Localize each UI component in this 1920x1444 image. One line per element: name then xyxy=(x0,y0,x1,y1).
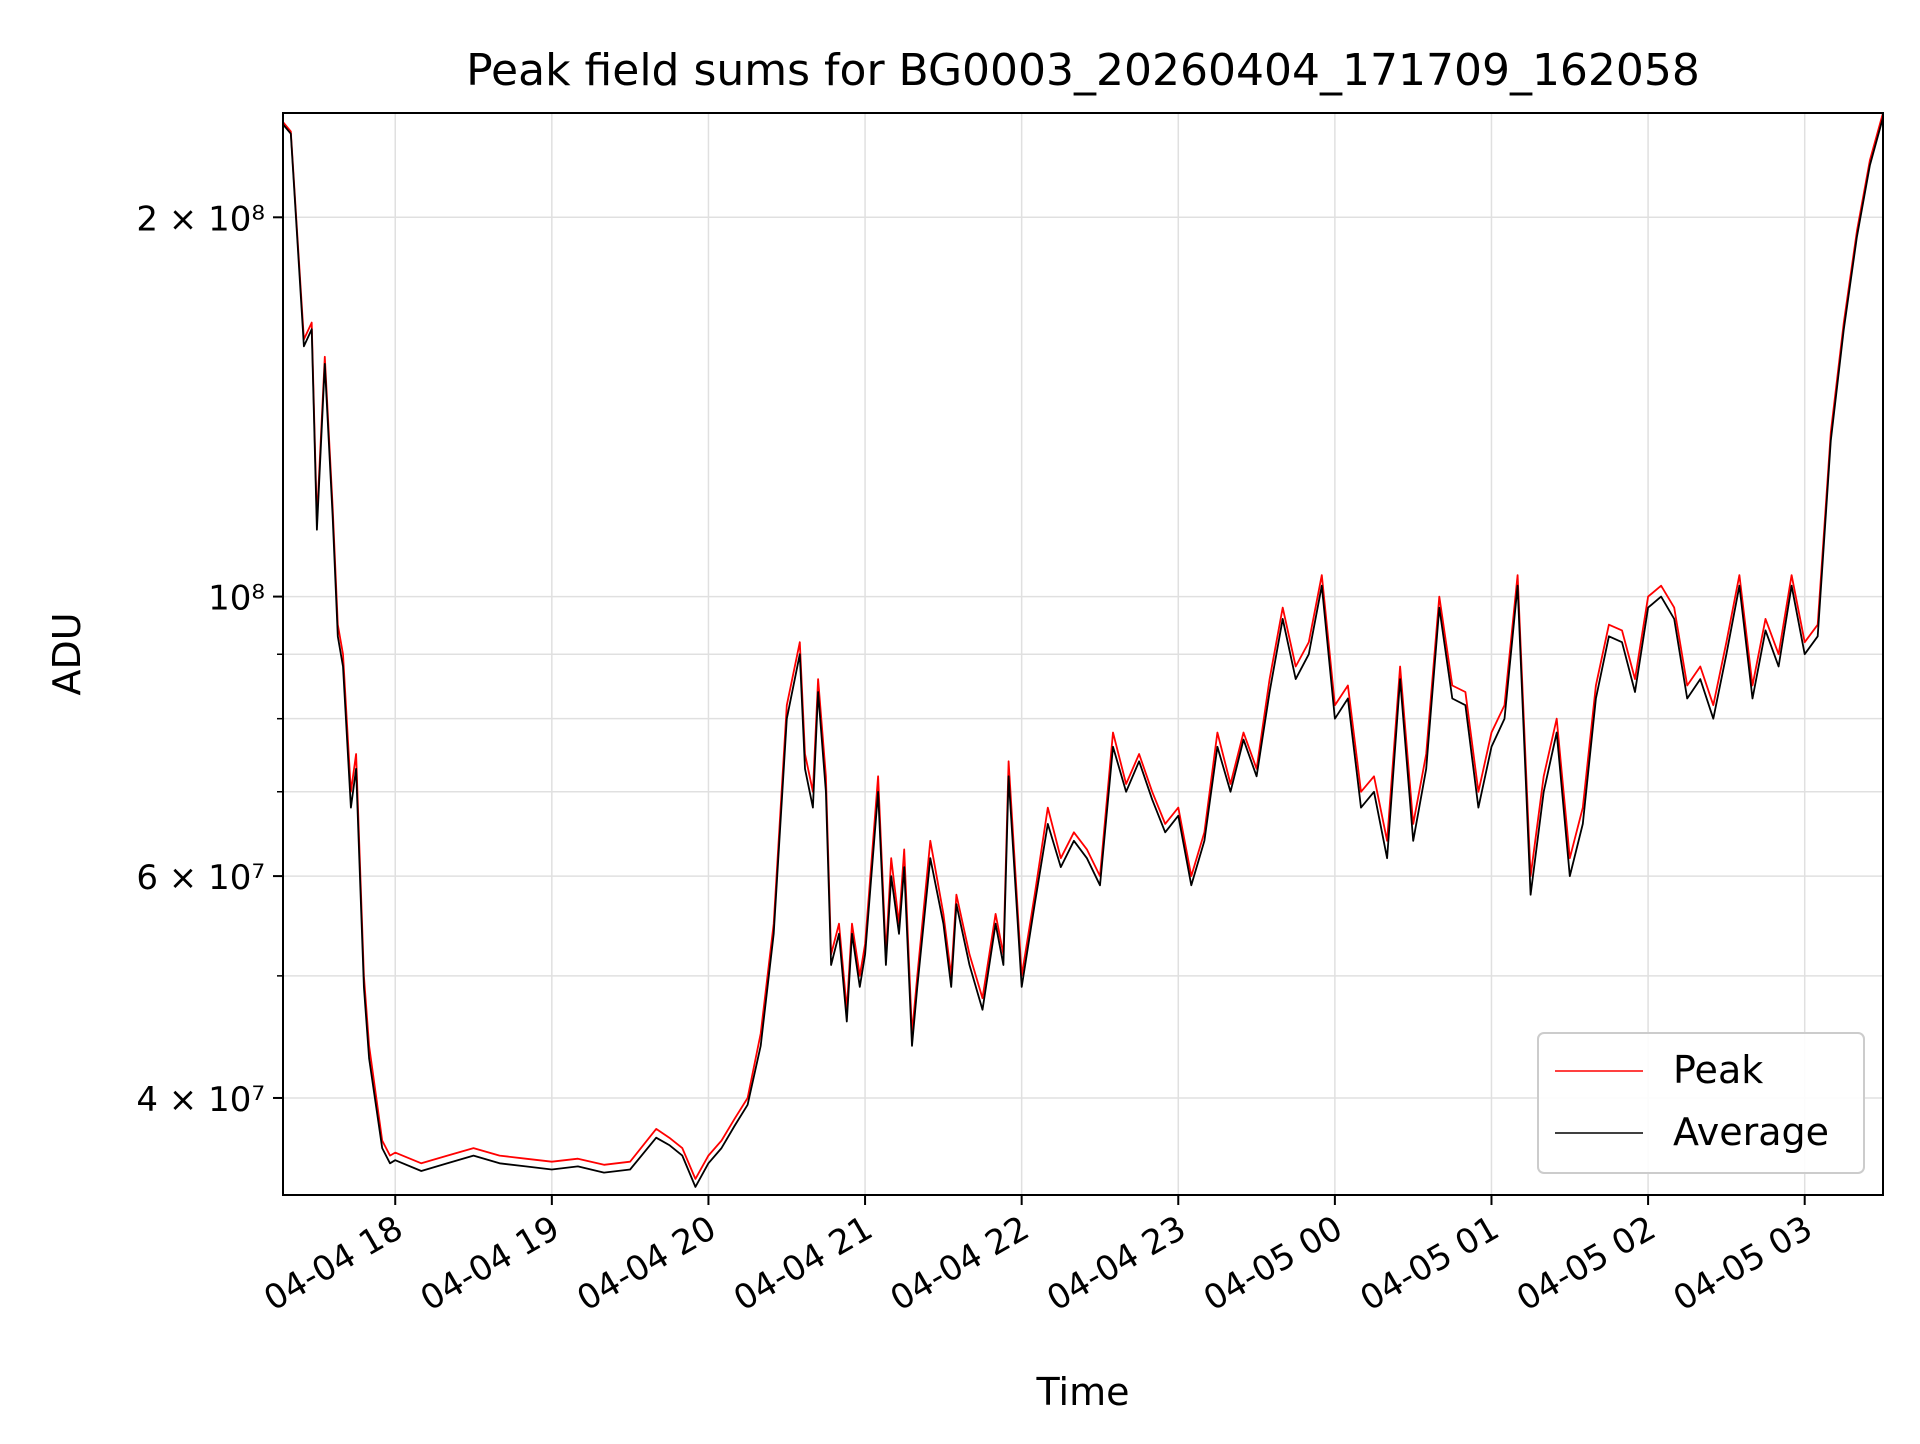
legend: Peak Average xyxy=(1537,1032,1865,1174)
y-tick-label: 4 × 10⁷ xyxy=(136,1080,265,1120)
y-tick-label: 6 × 10⁷ xyxy=(136,858,265,898)
y-axis: 4 × 10⁷ 6 × 10⁷ 10⁸ 2 × 10⁸ xyxy=(136,199,283,1120)
x-axis-label: Time xyxy=(1036,1370,1130,1414)
legend-label-average: Average xyxy=(1673,1110,1829,1154)
y-tick-label: 10⁸ xyxy=(208,579,265,619)
legend-label-peak: Peak xyxy=(1673,1048,1763,1092)
y-axis-label: ADU xyxy=(45,612,89,695)
series-line-peak xyxy=(282,112,1884,1180)
y-tick-label: 2 × 10⁸ xyxy=(136,199,265,239)
series-layer xyxy=(282,112,1884,1188)
chart-title: Peak field sums for BG0003_20260404_1717… xyxy=(466,45,1700,96)
series-line-average xyxy=(282,117,1884,1188)
legend-box xyxy=(1537,1032,1865,1174)
